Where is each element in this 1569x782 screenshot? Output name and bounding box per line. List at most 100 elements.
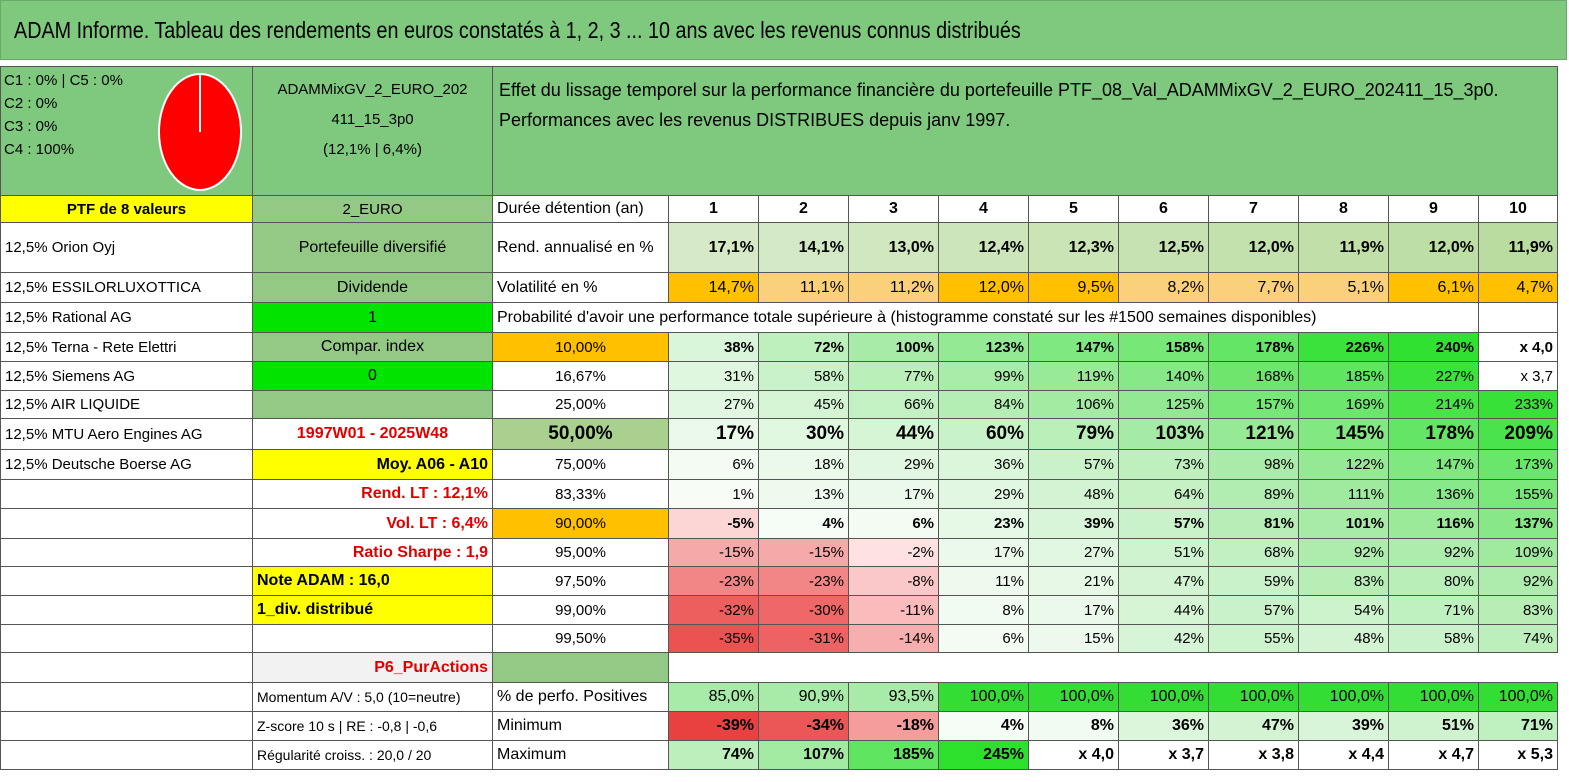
info-1: Portefeuille diversifié: [252, 222, 493, 273]
holding-empty: [0, 652, 253, 683]
year-header-9: 9: [1388, 195, 1479, 223]
volatility-value: 14,7%: [668, 272, 759, 303]
portfolio-name-line3: (12,1% | 6,4%): [323, 141, 422, 158]
probability-level: 50,00%: [492, 418, 669, 450]
probability-value: 233%: [1478, 390, 1558, 419]
composition-c4: C4 : 100%: [4, 141, 75, 158]
probability-value: 42%: [1118, 624, 1209, 653]
minimum-value: -34%: [758, 711, 849, 741]
portfolio-name-line2: 411_15_3p0: [331, 111, 414, 128]
probability-value: 30%: [758, 418, 849, 450]
year-header-6: 6: [1118, 195, 1209, 223]
positive-value: 93,5%: [848, 682, 939, 712]
info-18: Régularité croiss. : 20,0 / 20: [252, 740, 493, 770]
probability-value: 29%: [938, 479, 1029, 509]
minimum-value: 8%: [1028, 711, 1119, 741]
probability-value: 31%: [668, 361, 759, 391]
probability-value: 13%: [758, 479, 849, 509]
probability-value: 48%: [1298, 624, 1389, 653]
annual-return-value: 11,9%: [1298, 222, 1389, 273]
positive-value: 100,0%: [1478, 682, 1558, 712]
annual-return-value: 12,0%: [1388, 222, 1479, 273]
year-header-5: 5: [1028, 195, 1119, 223]
info-8: Moy. A06 - A10: [252, 449, 493, 480]
holding-4: 12,5% Siemens AG: [0, 361, 253, 391]
probability-value: 8%: [938, 595, 1029, 625]
info-15: P6_PurActions: [252, 652, 493, 683]
holding-empty: [0, 566, 253, 596]
probability-value: 147%: [1388, 449, 1479, 480]
volatility-value: 7,7%: [1208, 272, 1299, 303]
year-header-3: 3: [848, 195, 939, 223]
probability-value: 6%: [938, 624, 1029, 653]
minimum-value: 51%: [1388, 711, 1479, 741]
volatility-value: 5,1%: [1298, 272, 1389, 303]
positive-value: 100,0%: [1028, 682, 1119, 712]
probability-value: -35%: [668, 624, 759, 653]
portfolio-name-line1: ADAMMixGV_2_EURO_202: [277, 81, 468, 98]
probability-value: 185%: [1298, 361, 1389, 391]
info-12: Note ADAM : 16,0: [252, 566, 493, 596]
minimum-value: 71%: [1478, 711, 1558, 741]
probability-value: 68%: [1208, 538, 1299, 567]
maximum-value: 245%: [938, 740, 1029, 770]
probability-value: 106%: [1028, 390, 1119, 419]
minimum-value: -39%: [668, 711, 759, 741]
maximum-value: x 4,0: [1028, 740, 1119, 770]
year-header-2: 2: [758, 195, 849, 223]
holding-0: 12,5% Orion Oyj: [0, 222, 253, 273]
volatility-value: 9,5%: [1028, 272, 1119, 303]
probability-value: 81%: [1208, 508, 1299, 539]
maximum-label: Maximum: [492, 740, 669, 770]
probability-value: 45%: [758, 390, 849, 419]
holdings-header: PTF de 8 valeurs: [0, 195, 253, 223]
annual-return-value: 13,0%: [848, 222, 939, 273]
probability-value: 38%: [668, 332, 759, 362]
probability-value: 72%: [758, 332, 849, 362]
probability-value: 4%: [758, 508, 849, 539]
probability-value: 99%: [938, 361, 1029, 391]
probability-value: 17%: [668, 418, 759, 450]
holding-empty: [0, 595, 253, 625]
probability-value: 116%: [1388, 508, 1479, 539]
probability-value: 168%: [1208, 361, 1299, 391]
holding-6: 12,5% MTU Aero Engines AG: [0, 418, 253, 450]
probability-value: -30%: [758, 595, 849, 625]
info-11: Ratio Sharpe : 1,9: [252, 538, 493, 567]
description-line2: Performances avec les revenus DISTRIBUES…: [499, 110, 1011, 130]
positive-value: 85,0%: [668, 682, 759, 712]
holding-empty: [0, 624, 253, 653]
probability-level: 97,50%: [492, 566, 669, 596]
probability-value: -15%: [668, 538, 759, 567]
probability-value: 136%: [1388, 479, 1479, 509]
composition-c1c5: C1 : 0% | C5 : 0%: [4, 72, 123, 89]
info-5: 0: [252, 361, 493, 391]
annual-return-value: 11,9%: [1478, 222, 1558, 273]
probability-value: 44%: [1118, 595, 1209, 625]
info-10: Vol. LT : 6,4%: [252, 508, 493, 539]
probability-value: 100%: [848, 332, 939, 362]
volatility-label: Volatilité en %: [492, 272, 669, 303]
probability-value: 89%: [1208, 479, 1299, 509]
volatility-value: 12,0%: [938, 272, 1029, 303]
info-7: 1997W01 - 2025W48: [252, 418, 493, 450]
probability-value: 155%: [1478, 479, 1558, 509]
probability-level: 10,00%: [492, 332, 669, 362]
maximum-value: 185%: [848, 740, 939, 770]
maximum-value: x 3,7: [1118, 740, 1209, 770]
annual-return-value: 14,1%: [758, 222, 849, 273]
probability-title: Probabilité d'avoir une performance tota…: [492, 302, 1479, 333]
probability-value: 23%: [938, 508, 1029, 539]
probability-value: 84%: [938, 390, 1029, 419]
probability-value: -31%: [758, 624, 849, 653]
probability-value: 157%: [1208, 390, 1299, 419]
probability-value: 173%: [1478, 449, 1558, 480]
positive-label: % de perfo. Positives: [492, 682, 669, 712]
probability-value: 17%: [938, 538, 1029, 567]
probability-value: -11%: [848, 595, 939, 625]
probability-value: x 3,7: [1478, 361, 1558, 391]
probability-value: 11%: [938, 566, 1029, 596]
probability-value: 47%: [1118, 566, 1209, 596]
probability-value: 15%: [1028, 624, 1119, 653]
probability-value: 27%: [1028, 538, 1119, 567]
